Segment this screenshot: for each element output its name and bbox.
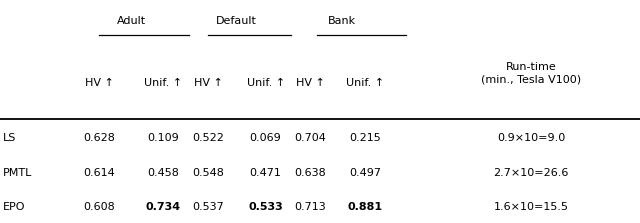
Text: 0.713: 0.713 [294, 202, 326, 213]
Text: Bank: Bank [328, 16, 356, 26]
Text: 0.614: 0.614 [83, 168, 115, 178]
Text: 0.638: 0.638 [294, 168, 326, 178]
Text: 0.215: 0.215 [349, 133, 381, 143]
Text: Unif. ↑: Unif. ↑ [346, 78, 384, 87]
Text: 0.608: 0.608 [83, 202, 115, 213]
Text: 2.7×10=26.6: 2.7×10=26.6 [493, 168, 569, 178]
Text: Adult: Adult [116, 16, 146, 26]
Text: 0.497: 0.497 [349, 168, 381, 178]
Text: HV ↑: HV ↑ [296, 78, 325, 87]
Text: 0.533: 0.533 [248, 202, 283, 213]
Text: 1.6×10=15.5: 1.6×10=15.5 [493, 202, 569, 213]
Text: 0.704: 0.704 [294, 133, 326, 143]
Text: Default: Default [216, 16, 257, 26]
Text: 0.522: 0.522 [192, 133, 224, 143]
Text: 0.537: 0.537 [192, 202, 224, 213]
Text: 0.458: 0.458 [147, 168, 179, 178]
Text: EPO: EPO [3, 202, 26, 213]
Text: LS: LS [3, 133, 17, 143]
Text: 0.548: 0.548 [192, 168, 224, 178]
Text: 0.109: 0.109 [147, 133, 179, 143]
Text: 0.9×10=9.0: 0.9×10=9.0 [497, 133, 565, 143]
Text: 0.734: 0.734 [146, 202, 180, 213]
Text: Unif. ↑: Unif. ↑ [144, 78, 182, 87]
Text: Run-time
(min., Tesla V100): Run-time (min., Tesla V100) [481, 62, 581, 85]
Text: HV ↑: HV ↑ [193, 78, 223, 87]
Text: HV ↑: HV ↑ [84, 78, 114, 87]
Text: PMTL: PMTL [3, 168, 33, 178]
Text: 0.881: 0.881 [348, 202, 382, 213]
Text: Unif. ↑: Unif. ↑ [246, 78, 285, 87]
Text: 0.628: 0.628 [83, 133, 115, 143]
Text: 0.069: 0.069 [250, 133, 282, 143]
Text: 0.471: 0.471 [250, 168, 282, 178]
